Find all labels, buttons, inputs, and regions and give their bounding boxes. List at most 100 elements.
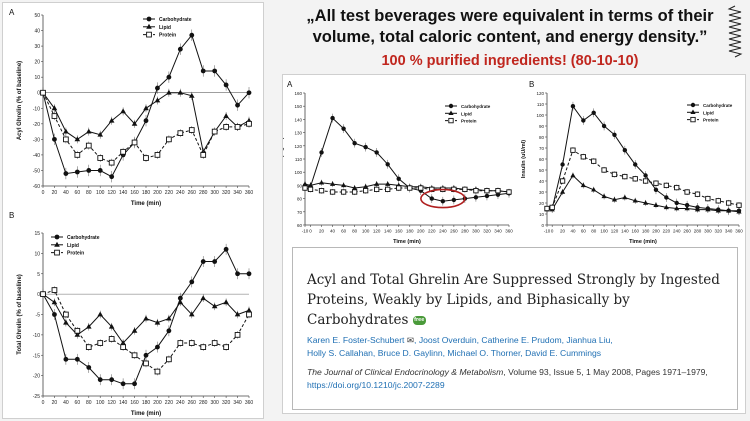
data-point-square (120, 344, 126, 350)
data-point-triangle (570, 172, 576, 178)
y-tick-label: 40 (34, 29, 40, 35)
data-point-square (559, 178, 566, 184)
y-tick-label: -10 (33, 106, 40, 112)
data-point-square (506, 189, 512, 195)
data-point-square (188, 127, 195, 133)
x-tick-label: 300 (210, 400, 219, 406)
data-point-triangle (302, 181, 308, 186)
y-tick-label: 110 (295, 157, 303, 162)
data-point-triangle (74, 136, 81, 142)
data-point-circle (352, 140, 357, 146)
y-tick-label: 60 (297, 223, 303, 228)
data-point-triangle (559, 189, 566, 194)
data-point-triangle (736, 209, 742, 214)
x-tick-label: 260 (450, 229, 458, 234)
y-tick-label: -50 (33, 168, 40, 174)
legend-label: Carbohydrate (67, 235, 100, 241)
legend-label: Protein (461, 119, 477, 124)
data-point-circle (200, 68, 206, 74)
y-tick-label: 30 (34, 44, 40, 50)
x-tick-label: 220 (663, 229, 671, 234)
data-point-circle (177, 46, 183, 52)
panel-label: B (529, 80, 534, 89)
y-tick-label: 100 (294, 170, 302, 175)
y-tick-label: 130 (294, 131, 302, 136)
data-point-square (611, 171, 618, 178)
mail-icon[interactable]: ✉ (406, 335, 415, 345)
data-point-square (580, 154, 586, 160)
data-point-triangle (694, 206, 701, 212)
x-tick-label: 20 (560, 229, 566, 234)
y-tick-label: 80 (539, 135, 545, 140)
x-tick-label: 140 (119, 400, 128, 406)
y-tick-label: 10 (539, 212, 545, 217)
x-tick-label: 340 (494, 229, 502, 234)
data-point-square (694, 191, 701, 197)
x-tick-label: 120 (373, 229, 381, 234)
data-point-triangle (188, 311, 195, 317)
x-tick-label: 300 (472, 229, 480, 234)
data-point-square (385, 186, 391, 193)
data-point-square (570, 147, 576, 153)
x-tick-label: 140 (621, 229, 629, 234)
paper-title: Acyl and Total Ghrelin Are Suppressed St… (307, 270, 727, 330)
x-axis-title: Time (min) (393, 239, 421, 245)
legend-label: Protein (703, 118, 719, 123)
data-point-square (120, 148, 126, 155)
data-point-circle (177, 295, 183, 301)
data-point-triangle (363, 183, 369, 189)
data-point-square (715, 198, 721, 204)
data-point-circle (189, 32, 195, 38)
data-point-circle (235, 102, 240, 108)
data-point-square (591, 158, 597, 164)
data-point-circle (86, 365, 92, 370)
x-tick-label: 0 (42, 400, 45, 406)
data-point-triangle (234, 311, 241, 317)
x-tick-label: 320 (222, 400, 231, 406)
legend-marker-triangle (690, 109, 696, 115)
author-first-link[interactable]: Karen E. Foster-Schubert (307, 335, 405, 345)
legend-label: Protein (67, 251, 84, 257)
data-point-circle (52, 312, 57, 317)
legend-label: Lipid (461, 111, 472, 116)
authors-line2[interactable]: Holly S. Callahan, Bruce D. Gaylinn, Mic… (307, 348, 602, 358)
x-tick-label: 60 (341, 229, 347, 234)
data-point-square (340, 189, 347, 195)
data-point-triangle (166, 89, 172, 95)
x-tick-label: 160 (130, 400, 139, 406)
data-point-triangle (188, 92, 195, 98)
left-figure-panel: -60 -50 -40 -30 -20 -10 0 10 20 30 40 50 0 20 40 60 80 10… (2, 2, 264, 419)
journal-name: The Journal of Clinical Endocrinology & … (307, 367, 504, 377)
data-point-circle (212, 68, 218, 74)
x-tick-label: 220 (165, 400, 174, 406)
y-tick-label: 150 (294, 104, 302, 109)
data-point-circle (246, 90, 252, 96)
data-point-circle (429, 196, 435, 201)
y-tick-label: 120 (294, 144, 302, 149)
data-point-square (131, 352, 138, 359)
data-point-circle (330, 115, 335, 121)
data-point-triangle (131, 327, 138, 333)
data-point-triangle (601, 193, 607, 199)
data-point-square (143, 155, 149, 161)
data-point-square (97, 340, 104, 346)
x-tick-label: 260 (188, 400, 197, 406)
y-axis-title: Acyl Ghrelin (% of baseline) (17, 61, 23, 140)
doi-link[interactable]: https://doi.org/10.1210/jc.2007-2289 (307, 380, 445, 390)
legend-marker-square (448, 117, 454, 124)
data-point-square (234, 124, 241, 130)
data-point-square (108, 336, 115, 342)
data-point-triangle (663, 204, 669, 210)
x-tick-label: 180 (142, 400, 151, 406)
x-tick-label: 40 (63, 400, 69, 406)
data-point-square (74, 327, 81, 334)
y-tick-label: -20 (33, 374, 40, 380)
data-point-square (223, 344, 229, 350)
data-point-square (223, 124, 229, 130)
y-axis-title: Insulin (uU/ml) (521, 140, 527, 178)
data-point-square (246, 311, 252, 318)
legend-label: Protein (159, 33, 176, 39)
author-rest[interactable]: , Joost Overduin, Catherine E. Prudom, J… (414, 335, 613, 345)
y-tick-label: 50 (34, 13, 40, 19)
x-tick-label: 220 (428, 229, 436, 234)
